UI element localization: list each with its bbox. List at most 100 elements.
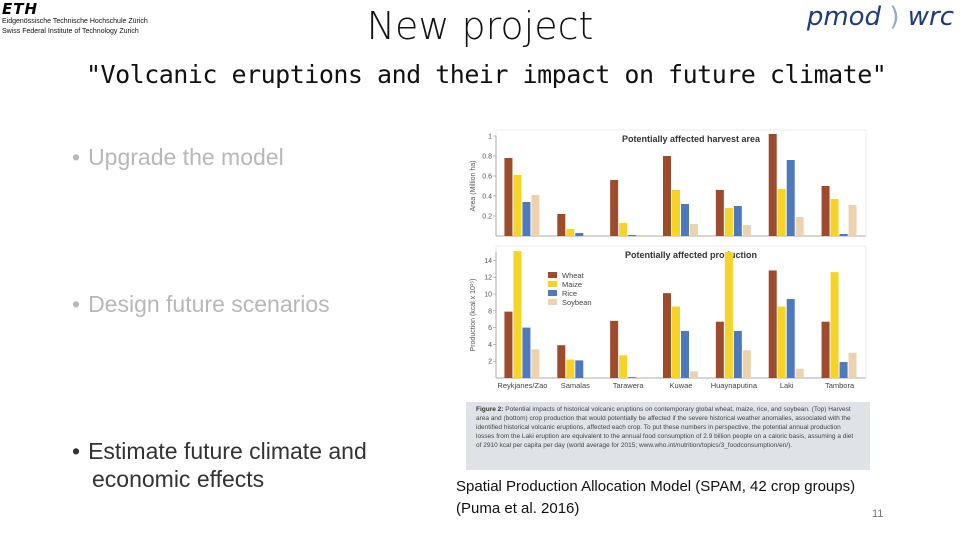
bar-soybean	[637, 377, 646, 378]
y-tick-label: 14	[484, 258, 492, 265]
bar-wheat	[768, 270, 777, 378]
bar-rice	[733, 330, 742, 378]
y-tick-label: 0.4	[482, 194, 492, 201]
eth-logo-line2: Swiss Federal Institute of Technology Zu…	[2, 28, 139, 35]
legend-label: Maize	[562, 280, 582, 289]
bar-rice	[628, 235, 637, 236]
bar-maize	[724, 252, 733, 378]
y-tick-label: 0.8	[482, 154, 492, 161]
bar-maize	[619, 223, 628, 236]
y-axis-label: Production (kcal x 10¹⁵)	[470, 279, 477, 352]
y-tick-label: 10	[484, 292, 492, 299]
x-tick-label: Huaynaputina	[711, 381, 758, 390]
bar-rice	[786, 299, 795, 378]
bar-rice	[522, 327, 531, 378]
source-text: Spatial Production Allocation Model (SPA…	[456, 476, 855, 520]
x-tick-label: Kuwae	[670, 381, 693, 390]
figure-caption-box: Figure 2: Potential impacts of historica…	[466, 402, 870, 470]
source-line1: Spatial Production Allocation Model (SPA…	[456, 478, 856, 495]
bar-wheat	[557, 214, 566, 236]
bar-wheat	[504, 158, 513, 236]
caption-text: Potential impacts of historical volcanic…	[476, 406, 854, 449]
bullet-text: Design future scenarios	[88, 291, 330, 317]
chart-title: Potentially affected harvest area	[622, 134, 761, 144]
bar-wheat	[610, 180, 619, 236]
legend-swatch	[548, 272, 557, 278]
bar-soybean	[742, 225, 751, 236]
pmod-wrc-logo: pmod ) wrc	[807, 2, 954, 32]
x-tick-label: Laki	[780, 381, 794, 390]
source-line2: (Puma et al. 2016)	[456, 500, 580, 517]
legend-label: Soybean	[562, 298, 592, 307]
bar-maize	[566, 359, 575, 378]
logo-separator-icon: )	[881, 2, 908, 32]
bar-maize	[724, 208, 733, 236]
bar-soybean	[690, 224, 698, 236]
bar-rice	[681, 204, 689, 236]
bar-soybean	[531, 195, 540, 236]
chart-figure: Potentially affected harvest area 0.2 0.4 0…	[466, 128, 870, 396]
y-axis-label: Area (Million ha)	[470, 161, 477, 212]
bar-soybean	[531, 349, 540, 378]
x-tick-label: Tambora	[825, 381, 855, 390]
y-tick-label: 0.2	[482, 214, 492, 221]
bar-maize	[777, 189, 786, 236]
bar-maize	[830, 272, 839, 378]
bar-wheat	[557, 345, 566, 378]
y-tick-label: 4	[488, 342, 492, 349]
bullet-icon: •	[72, 438, 81, 464]
eth-logo-line1: Eidgenössische Technische Hochschule Zür…	[2, 18, 148, 25]
slide-subtitle: "Volcanic eruptions and their impact on …	[86, 60, 887, 89]
bar-maize	[619, 355, 628, 378]
bar-rice	[522, 202, 531, 236]
eth-logo: ETH Eidgenössische Technische Hochschule…	[2, 0, 162, 40]
bar-wheat	[663, 293, 671, 378]
bar-soybean	[795, 217, 804, 236]
bar-rice	[733, 206, 742, 236]
bullet-text-line1: Estimate future climate and	[88, 438, 367, 464]
wrc-logo-text: wrc	[907, 2, 954, 32]
bar-rice	[786, 160, 795, 236]
bullet-text: Upgrade the model	[88, 144, 284, 170]
chart-svg: Potentially affected harvest area 0.2 0.4 0…	[470, 129, 867, 390]
bar-maize	[513, 175, 522, 236]
bar-maize	[566, 229, 575, 236]
bar-soybean	[848, 205, 857, 236]
bar-rice	[839, 362, 848, 378]
bar-wheat	[504, 311, 513, 378]
bar-rice	[628, 377, 637, 378]
bar-wheat	[715, 321, 724, 378]
y-tick-label: 1	[488, 134, 492, 141]
slide-number: 11	[872, 508, 884, 520]
bar-rice	[839, 234, 848, 236]
y-tick-label: 12	[484, 275, 492, 282]
bullet-icon: •	[72, 291, 81, 317]
bar-maize	[672, 306, 680, 378]
y-tick-label: 8	[488, 308, 492, 315]
figure-caption: Figure 2: Potential impacts of historica…	[466, 402, 870, 453]
bar-maize	[513, 251, 522, 378]
bar-rice	[575, 360, 584, 378]
bar-maize	[777, 306, 786, 378]
bar-wheat	[821, 321, 830, 378]
slide-title: New project	[366, 4, 594, 48]
y-tick-label: 0.6	[482, 174, 492, 181]
bar-maize	[672, 190, 680, 236]
bullet-text-line2: economic effects	[92, 466, 265, 492]
legend-label: Rice	[562, 289, 577, 298]
caption-label: Figure 2:	[476, 406, 504, 413]
legend-swatch	[548, 299, 557, 305]
x-tick-label: Samalas	[561, 381, 590, 390]
bar-soybean	[690, 371, 698, 378]
legend-label: Wheat	[562, 271, 585, 280]
pmod-logo-text: pmod	[806, 2, 882, 32]
bar-soybean	[584, 377, 593, 378]
bullet-icon: •	[72, 144, 81, 170]
chart-title: Potentially affected production	[625, 250, 757, 260]
eth-logo-mark: ETH	[2, 0, 39, 18]
bar-wheat	[715, 190, 724, 236]
bar-wheat	[768, 134, 777, 236]
x-tick-label: Reykjanes/Zao	[497, 381, 547, 390]
legend-swatch	[548, 281, 557, 287]
bar-wheat	[821, 186, 830, 236]
